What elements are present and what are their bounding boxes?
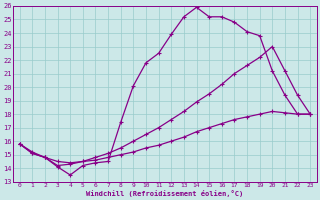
X-axis label: Windchill (Refroidissement éolien,°C): Windchill (Refroidissement éolien,°C): [86, 190, 244, 197]
